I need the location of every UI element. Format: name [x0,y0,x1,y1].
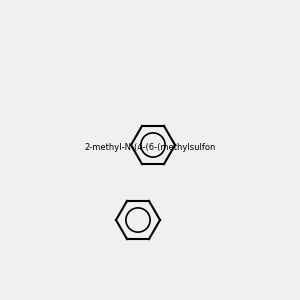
Text: 2-methyl-N-(4-(6-(methylsulfon: 2-methyl-N-(4-(6-(methylsulfon [84,143,216,152]
